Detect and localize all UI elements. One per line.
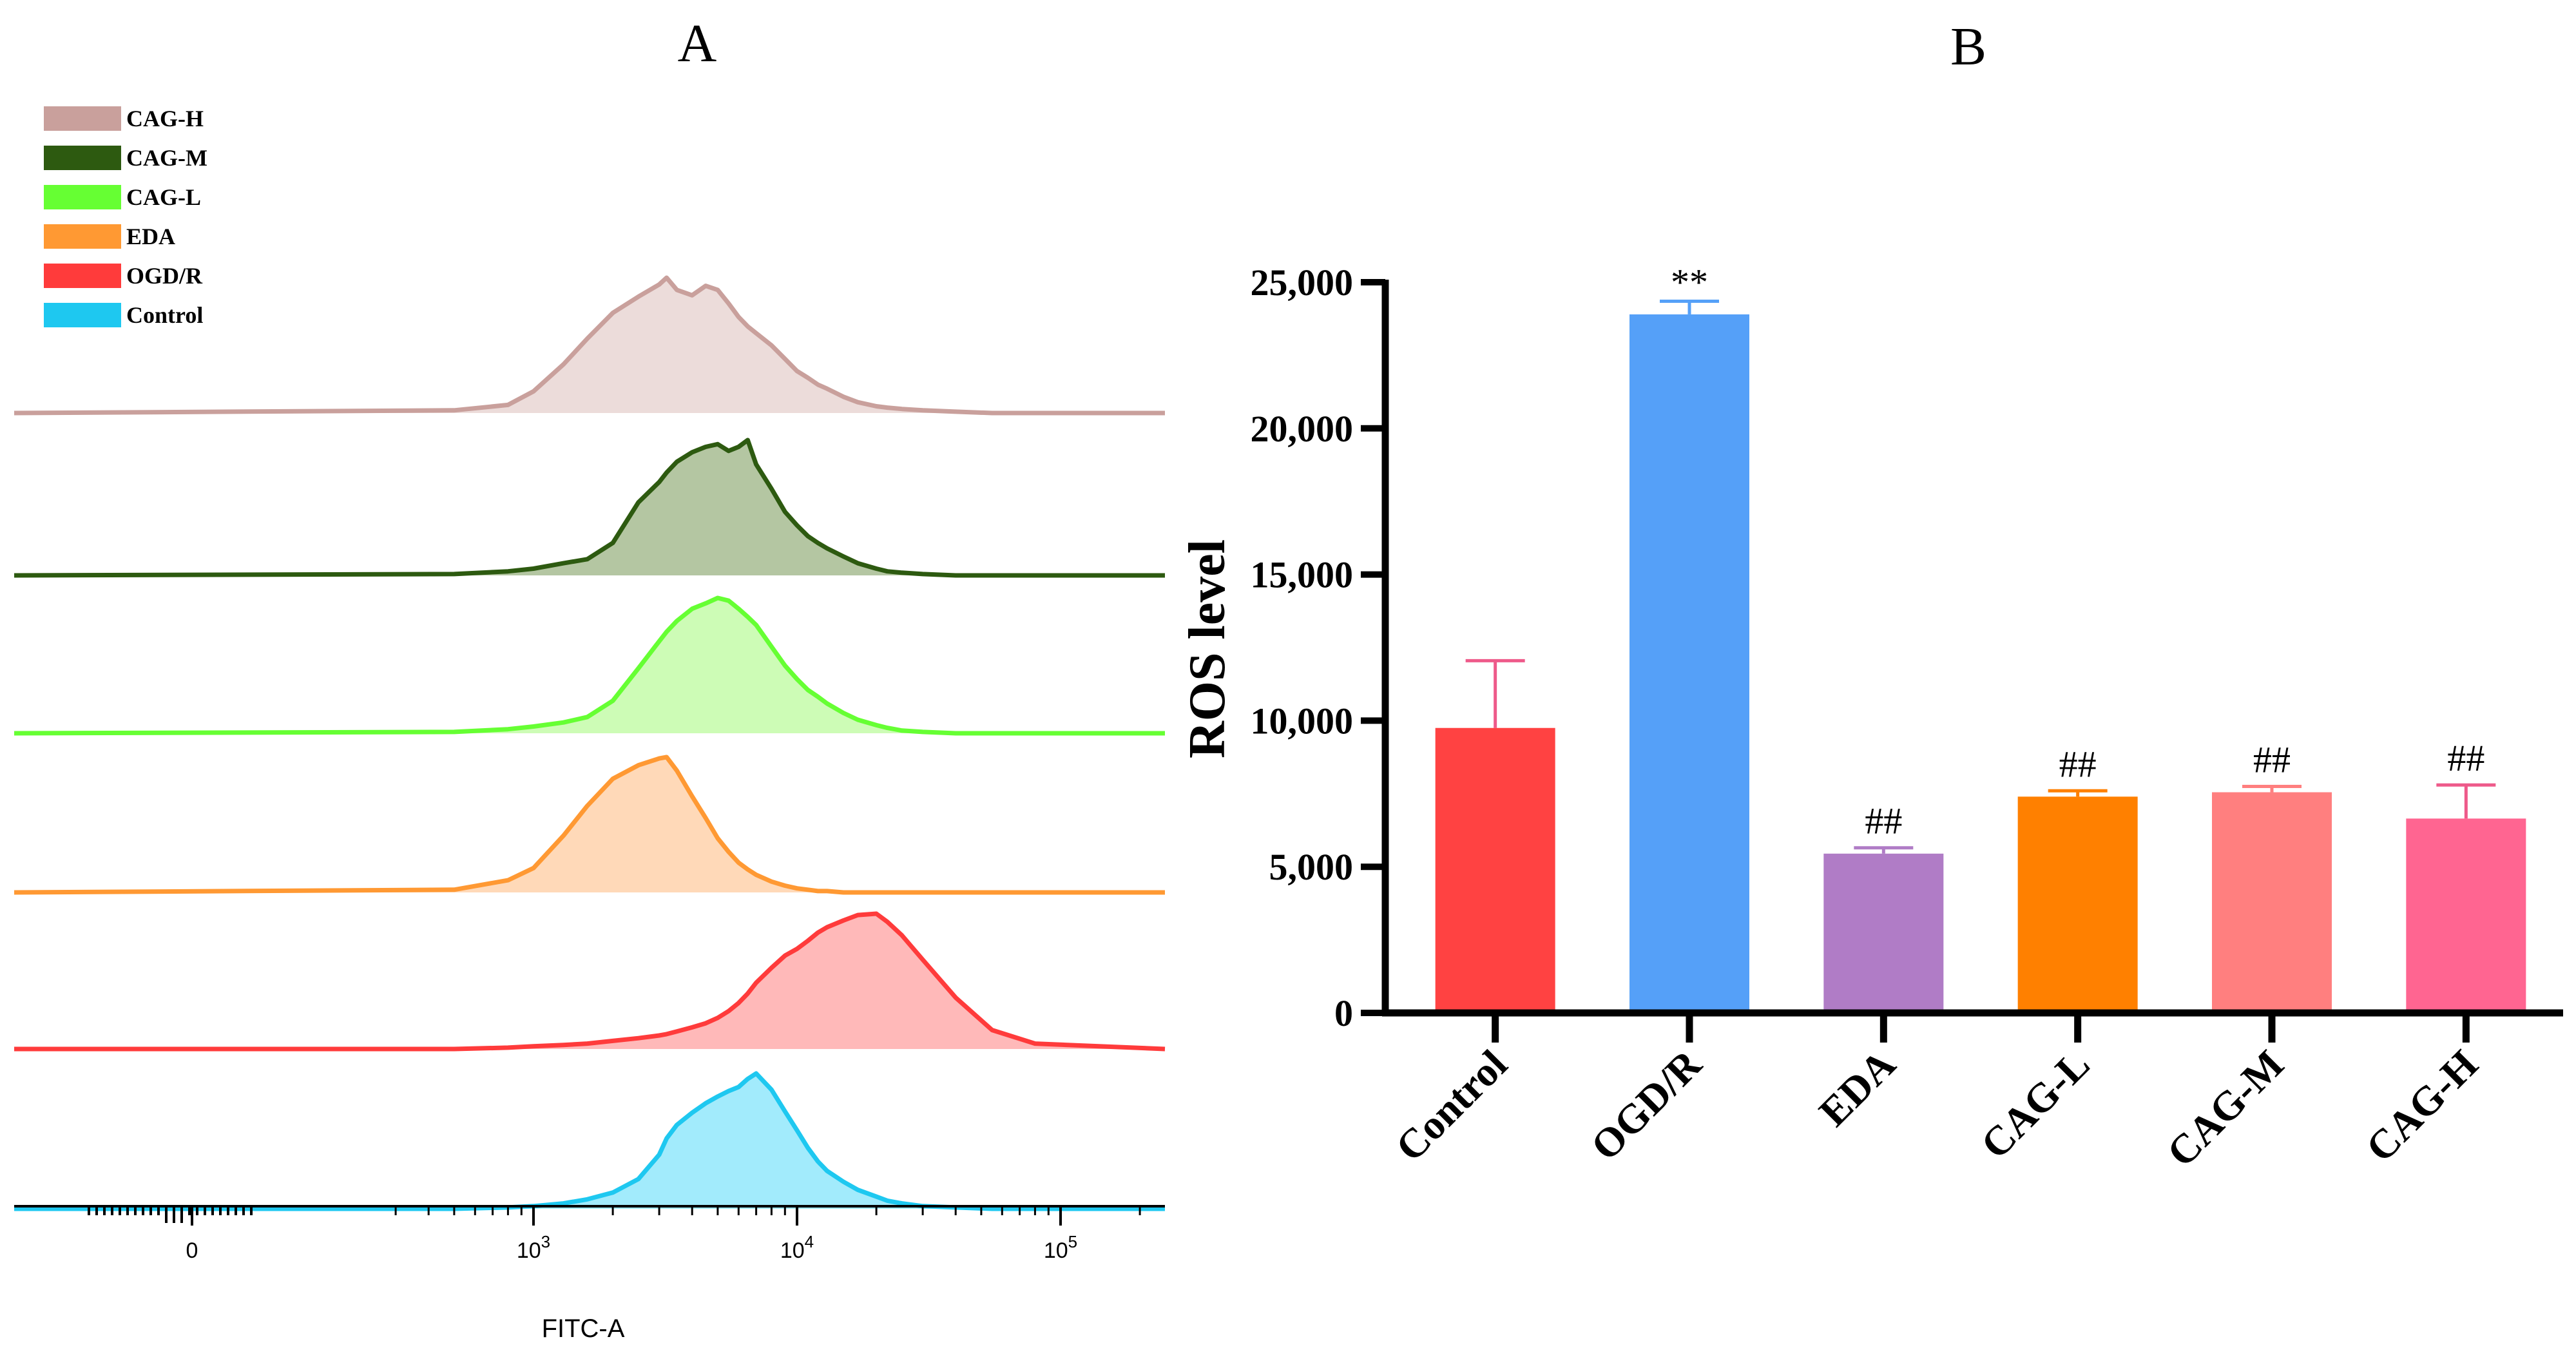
histogram-line-eda [14,755,1165,895]
significance-annotation: ## [2253,738,2291,780]
bar-chart-y-tick-label: 20,000 [1251,408,1354,450]
bar-cag-h [2406,818,2526,1013]
histogram-line-ogd-r [14,911,1166,1052]
legend-label: CAG-M [126,145,207,171]
bar-ogd-r [1629,314,1749,1013]
bar-chart-category-label: EDA [1810,1041,1904,1135]
legend-label: CAG-L [126,184,201,210]
bar-cag-m [2212,792,2332,1013]
bar-chart-category-label: CAG-L [1972,1041,2099,1168]
panel-b-title: B [1950,17,1986,77]
histogram-fill-ogd-r [14,914,1165,1049]
histogram-series-group [14,275,1166,1211]
histogram-tick-label: 104 [780,1232,814,1263]
histogram-x-axis: 0 103 104 105 [14,1205,1165,1263]
histogram-line-control [14,1071,1165,1211]
bar-chart-x-axis: Control OGD/R EDA CAG-L CAG-M CAG-H [1382,1009,2563,1176]
bar-chart-y-tick-label: 25,000 [1251,262,1354,303]
histogram-fill-eda [14,757,1165,892]
bar-eda [1823,853,1944,1013]
histogram-line-cag-h [14,275,1165,416]
legend-swatch-control [44,303,121,327]
bar-cag-l [2017,796,2138,1013]
bar-chart-y-tick-label: 15,000 [1251,554,1354,596]
bar-chart-y-tick-label: 5,000 [1269,846,1354,888]
significance-annotation: ## [2447,737,2485,779]
bar-chart-bars: ** ## ## ## ## [1435,261,2526,1013]
legend-swatch-cag-h [44,106,121,131]
bar-chart-category-label: Control [1387,1041,1515,1170]
bar-chart-y-tick-label: 0 [1334,992,1353,1034]
legend-swatch-ogd-r [44,264,121,288]
histogram-tick-label: 103 [517,1232,550,1263]
bar-chart-y-tick-label: 10,000 [1251,700,1354,742]
bar-chart-panel-b: 0 5,000 10,000 15,000 20,000 25,000 ** ## ## ## #… [1179,261,2563,1175]
bar-chart-y-axis: 0 5,000 10,000 15,000 20,000 25,000 [1251,262,1389,1034]
legend-swatch-cag-l [44,185,121,209]
legend-swatch-eda [44,224,121,249]
panel-a-title: A [678,14,717,73]
bar-chart-category-label: CAG-H [2357,1041,2486,1171]
bar-chart-category-label: OGD/R [1582,1041,1710,1169]
legend-label: OGD/R [126,263,203,289]
histogram-legend: CAG-H CAG-M CAG-L EDA OGD/R Control [44,106,207,328]
bar-control [1435,727,1555,1013]
significance-annotation: ** [1671,261,1708,303]
histogram-x-axis-label: FITC-A [542,1314,625,1343]
histogram-tick-label: 105 [1044,1232,1077,1263]
legend-swatch-cag-m [44,146,121,170]
legend-label: EDA [126,224,175,249]
bar-chart-y-axis-label: ROS level [1179,539,1236,758]
significance-annotation: ## [2059,743,2097,785]
legend-label: CAG-H [126,106,204,131]
histogram-fill-cag-h [14,278,1165,413]
histogram-tick-label: 0 [186,1238,198,1263]
bar-chart-category-label: CAG-M [2158,1041,2292,1176]
histogram-line-cag-l [14,595,1165,736]
legend-label: Control [126,302,203,328]
histogram-line-cag-m [14,438,1165,578]
significance-annotation: ## [1865,800,1902,842]
histogram-fill-control [14,1073,1165,1209]
histogram-panel-a: 0 103 104 105 CAG-H CAG-M CAG-L EDA OGD/R Contro… [14,106,1166,1343]
